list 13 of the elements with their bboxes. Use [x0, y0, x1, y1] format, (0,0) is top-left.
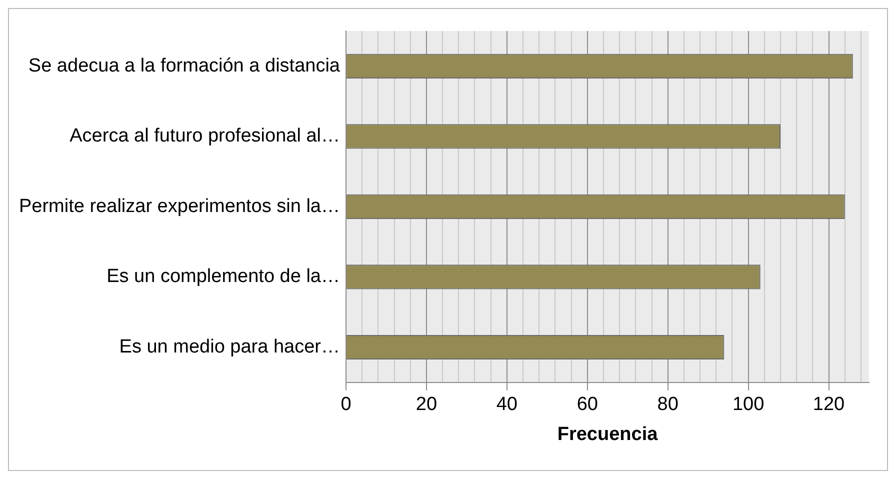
x-tick-label: 80	[657, 394, 678, 416]
y-tick-label: Permite realizar experimentos sin la…	[18, 196, 340, 217]
x-tick-label: 60	[576, 394, 598, 416]
x-tick-label: 120	[812, 394, 845, 416]
y-tick-label: Es un complemento de la…	[106, 266, 340, 288]
x-tick-label: 20	[416, 394, 438, 416]
y-tick-label: Es un medio para hacer…	[119, 336, 340, 358]
x-axis-title: Frecuencia	[557, 424, 658, 445]
x-tick-label: 0	[340, 394, 352, 416]
x-tick-label: 100	[732, 394, 764, 416]
x-tick-label: 40	[496, 394, 518, 416]
y-tick-label: Acerca al futuro profesional al…	[70, 126, 340, 147]
y-tick-label: Se adecua a la formación a distancia	[28, 55, 340, 76]
